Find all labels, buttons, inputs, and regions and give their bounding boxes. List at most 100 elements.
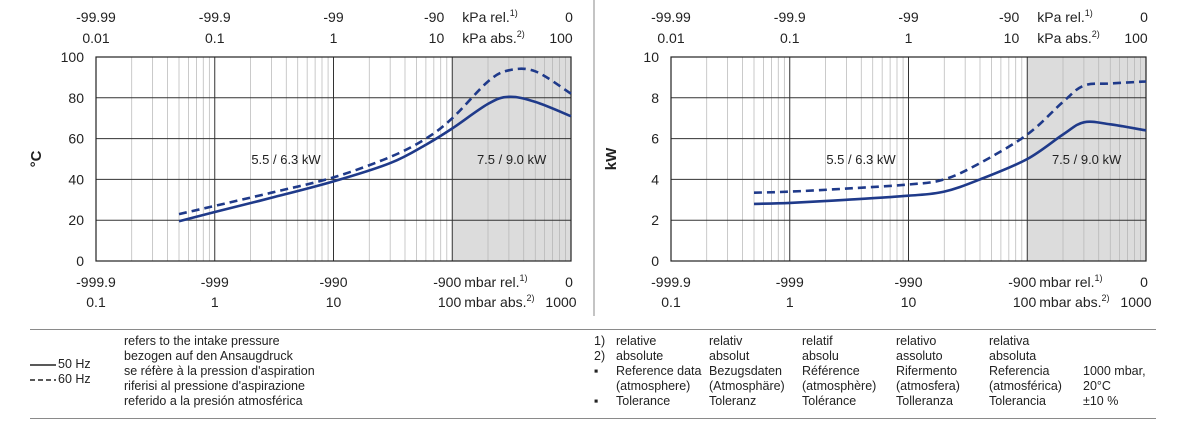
footnote-cell: (Atmosphäre) <box>709 379 785 393</box>
footnote-cell: relativo <box>896 334 937 348</box>
footnote-marker: 1) <box>594 334 606 348</box>
y-axis-label: kW <box>603 147 620 170</box>
top-rel-tick-label: -99.9 <box>774 9 806 25</box>
bottom-abs-unit-label: mbar abs.2) <box>464 293 534 310</box>
top-rel-tick-label: 0 <box>1140 9 1148 25</box>
top-rel-unit-label: kPa rel.1) <box>462 8 517 25</box>
y-tick-label: 2 <box>651 212 659 228</box>
bottom-abs-tick-label: 100 <box>1013 294 1037 310</box>
footnote-marker: ▪ <box>594 394 599 408</box>
bottom-rel-tick-label: -999.9 <box>651 274 691 290</box>
footnote-cell: Tolerancia <box>989 394 1046 408</box>
footnote-cell: Referencia <box>989 364 1050 378</box>
legend-label-50hz: 50 Hz <box>58 357 91 371</box>
y-tick-label: 8 <box>651 90 659 106</box>
y-tick-label: 80 <box>68 90 84 106</box>
footnote-cell: Référence <box>802 364 860 378</box>
footnote-left-line: se réfère à la pression d'aspiration <box>124 364 315 378</box>
footnote-cell: (atmosférica) <box>989 379 1062 393</box>
footnote-left: refers to the intake pressure bezogen au… <box>124 334 315 409</box>
series-line-50hz <box>753 120 1147 206</box>
footnote-cell: Tolerance <box>616 394 671 408</box>
bottom-abs-tick-label: 0.1 <box>86 294 106 310</box>
footnote-cell: 20°C <box>1083 379 1111 393</box>
footnote-cell: 1000 mbar, <box>1083 364 1146 378</box>
footnote-col-fr: relatif absolu Référence (atmosphère) To… <box>802 334 876 409</box>
footnote-marker: ▪ <box>594 364 599 378</box>
bottom-abs-unit-label: mbar abs.2) <box>1039 293 1109 310</box>
footnote-left-line: riferisi al pressione d'aspirazione <box>124 379 305 393</box>
bottom-abs-tick-label: 1000 <box>545 294 576 310</box>
footnote-cell: assoluto <box>896 349 943 363</box>
bottom-rel-tick-label: -999.9 <box>76 274 116 290</box>
series-line-50hz <box>178 95 572 223</box>
footnote-cell: (atmosfera) <box>896 379 960 393</box>
y-tick-label: 40 <box>68 171 84 187</box>
y-tick-label: 10 <box>643 49 659 65</box>
bottom-abs-tick-label: 100 <box>438 294 462 310</box>
zone-label-high: 7.5 / 9.0 kW <box>477 152 547 167</box>
footnote-cell: Tolleranza <box>896 394 953 408</box>
bottom-rel-tick-label: -990 <box>319 274 347 290</box>
plot-frame <box>95 56 572 262</box>
top-rel-unit-label: kPa rel.1) <box>1037 8 1092 25</box>
footnote-cell: Tolérance <box>802 394 857 408</box>
footer-bottom-rule <box>30 418 1156 419</box>
footnote-cell: Bezugsdaten <box>709 364 782 378</box>
footnote-col-it: relativo assoluto Rifermento (atmosfera)… <box>896 334 960 409</box>
bottom-abs-tick-label: 1 <box>786 294 794 310</box>
footnote-left-line: bezogen auf den Ansaugdruck <box>124 349 293 363</box>
footnote-col-values: 1000 mbar, 20°C ±10 % <box>1083 334 1146 409</box>
footnote-col-en: relative absolute Reference data (atmosp… <box>616 334 701 409</box>
bottom-rel-tick-label: -990 <box>894 274 922 290</box>
y-tick-label: 100 <box>61 49 85 65</box>
zone-label-low: 5.5 / 6.3 kW <box>251 152 321 167</box>
footnote-cell: (atmosphere) <box>616 379 691 393</box>
footnote-marker: 2) <box>594 349 606 363</box>
footnote-left-line: refers to the intake pressure <box>124 334 280 348</box>
footnote-cell: relatif <box>802 334 833 348</box>
footnote-cell: ±10 % <box>1083 394 1119 408</box>
legend-solid-line-icon <box>30 363 56 366</box>
footnote-cell: (atmosphère) <box>802 379 877 393</box>
shaded-region <box>1027 57 1146 261</box>
bottom-rel-unit-label: mbar rel.1) <box>464 273 527 290</box>
plot-frame <box>670 56 1147 262</box>
legend-label-60hz: 60 Hz <box>58 372 91 386</box>
y-tick-label: 0 <box>76 253 84 269</box>
y-tick-label: 20 <box>68 212 84 228</box>
top-abs-unit-label: kPa abs.2) <box>1037 29 1100 46</box>
footnote-cell: relative <box>616 334 657 348</box>
footnote-marker <box>594 379 605 394</box>
legend-item-60hz: 60 Hz <box>30 372 91 387</box>
footnote-cell <box>1083 334 1146 349</box>
footnote-markers: 1) 2) ▪ ▪ <box>594 334 605 409</box>
legend: 50 Hz 60 Hz <box>30 357 91 387</box>
top-abs-tick-label: 0.1 <box>780 30 800 46</box>
bottom-rel-tick-label: -999 <box>776 274 804 290</box>
top-rel-tick-label: -90 <box>424 9 444 25</box>
top-rel-tick-label: 0 <box>565 9 573 25</box>
top-rel-tick-label: -99 <box>898 9 918 25</box>
bottom-abs-tick-label: 10 <box>326 294 342 310</box>
top-abs-tick-label: 10 <box>1004 30 1020 46</box>
top-abs-tick-label: 1 <box>330 30 338 46</box>
footer-top-rule <box>30 329 1156 330</box>
top-abs-tick-label: 1 <box>905 30 913 46</box>
bottom-abs-tick-label: 1 <box>211 294 219 310</box>
bottom-rel-tick-label: -900 <box>1008 274 1036 290</box>
footnote-left-line: referido a la presión atmosférica <box>124 394 303 408</box>
top-rel-tick-label: -90 <box>999 9 1019 25</box>
y-tick-label: 60 <box>68 131 84 147</box>
top-abs-tick-label: 10 <box>429 30 445 46</box>
top-abs-tick-label: 100 <box>1124 30 1148 46</box>
bottom-rel-tick-label: -900 <box>433 274 461 290</box>
legend-item-50hz: 50 Hz <box>30 357 91 372</box>
y-tick-label: 4 <box>651 171 659 187</box>
top-rel-tick-label: -99 <box>323 9 343 25</box>
top-abs-tick-label: 0.01 <box>657 30 684 46</box>
bottom-rel-tick-label: 0 <box>565 274 573 290</box>
